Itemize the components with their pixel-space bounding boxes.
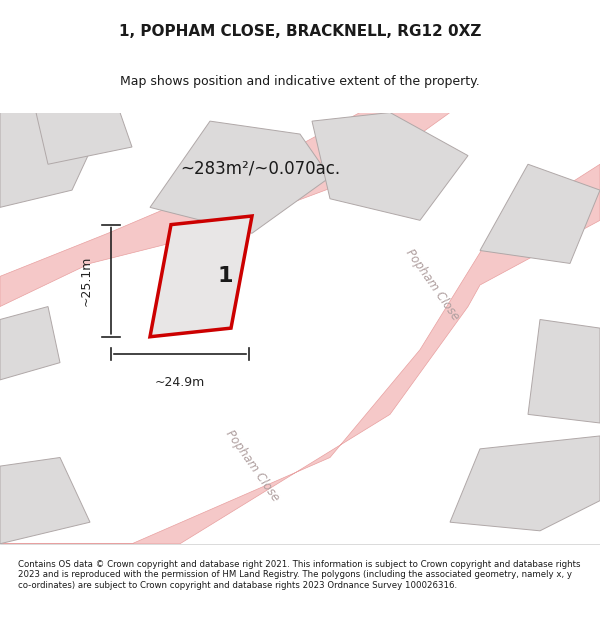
Polygon shape	[0, 164, 600, 544]
Polygon shape	[0, 458, 90, 544]
Text: Contains OS data © Crown copyright and database right 2021. This information is : Contains OS data © Crown copyright and d…	[18, 560, 581, 590]
Text: 1: 1	[217, 266, 233, 286]
Text: Popham Close: Popham Close	[223, 428, 281, 504]
Polygon shape	[480, 164, 600, 264]
Text: Popham Close: Popham Close	[403, 247, 461, 323]
Text: ~24.9m: ~24.9m	[155, 376, 205, 389]
Polygon shape	[528, 319, 600, 423]
Polygon shape	[36, 112, 132, 164]
Polygon shape	[0, 112, 450, 306]
Polygon shape	[450, 436, 600, 531]
Polygon shape	[0, 112, 108, 208]
Polygon shape	[0, 306, 60, 380]
Text: ~25.1m: ~25.1m	[80, 256, 93, 306]
Text: ~283m²/~0.070ac.: ~283m²/~0.070ac.	[180, 159, 340, 177]
Polygon shape	[150, 216, 252, 337]
Text: 1, POPHAM CLOSE, BRACKNELL, RG12 0XZ: 1, POPHAM CLOSE, BRACKNELL, RG12 0XZ	[119, 24, 481, 39]
Polygon shape	[312, 112, 468, 220]
Text: Map shows position and indicative extent of the property.: Map shows position and indicative extent…	[120, 74, 480, 88]
Polygon shape	[150, 121, 330, 233]
